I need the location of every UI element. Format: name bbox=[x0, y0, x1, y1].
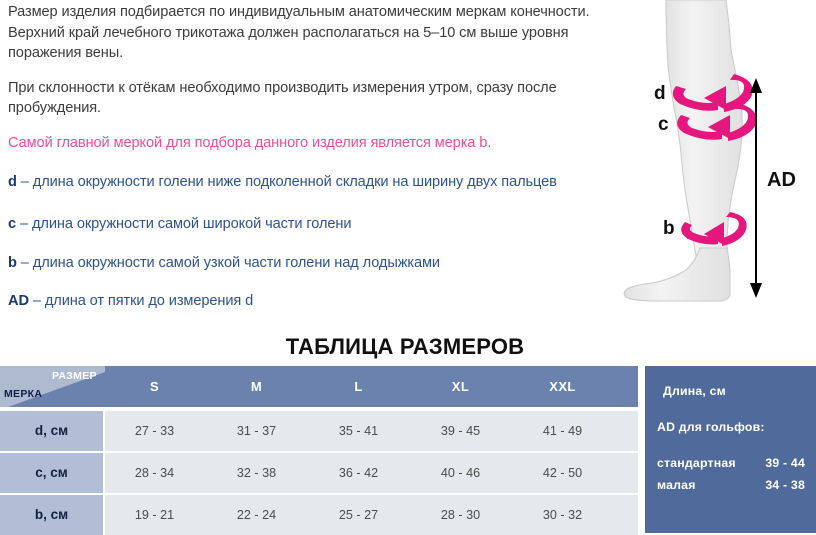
length-panel-title: Длина, см bbox=[663, 384, 726, 398]
column-header-l: L bbox=[354, 379, 363, 394]
leg-measurement-diagram: d c b AD bbox=[600, 0, 816, 330]
table-corner-cell: РАЗМЕР МЕРКА bbox=[0, 366, 105, 407]
length-row-value-standard: 39 - 44 bbox=[765, 456, 805, 470]
text-column: Размер изделия подбирается по индивидуал… bbox=[8, 2, 600, 330]
definition-d: d – длина окружности голени ниже подколе… bbox=[8, 172, 600, 193]
measurement-ring-d-icon bbox=[672, 74, 753, 112]
row-label-d: d, см bbox=[0, 411, 103, 451]
intro-paragraph-2: При склонности к отёкам необходимо произ… bbox=[8, 79, 557, 117]
cell-b-s: 19 - 21 bbox=[134, 508, 175, 522]
definition-c: c – длина окружности самой широкой части… bbox=[8, 214, 600, 235]
cell-b-xl: 28 - 30 bbox=[440, 508, 481, 522]
cell-c-s: 28 - 34 bbox=[134, 466, 175, 480]
measurement-ring-c-icon bbox=[677, 103, 757, 141]
cell-d-s: 27 - 33 bbox=[134, 424, 175, 438]
diagram-label-d: d bbox=[654, 83, 666, 104]
column-header-s: S bbox=[149, 379, 160, 394]
column-header-m: M bbox=[250, 379, 263, 394]
corner-measure-label: МЕРКА bbox=[4, 388, 43, 400]
length-row-name-small: малая bbox=[657, 478, 696, 492]
corner-size-label: РАЗМЕР bbox=[52, 370, 97, 382]
table-row: b, см 19 - 21 22 - 24 25 - 27 28 - 30 30… bbox=[0, 495, 638, 535]
length-info-panel: Длина, см AD для гольфов: стандартная 39… bbox=[645, 366, 816, 533]
definition-dash-c: – bbox=[20, 216, 29, 233]
cell-c-xl: 40 - 46 bbox=[440, 466, 481, 480]
row-label-b: b, см bbox=[0, 495, 103, 535]
row-cell-strip: 28 - 34 32 - 38 36 - 42 40 - 46 42 - 50 bbox=[105, 453, 638, 493]
diagram-label-c: c bbox=[658, 114, 669, 135]
row-cell-strip: 19 - 21 22 - 24 25 - 27 28 - 30 30 - 32 bbox=[105, 495, 638, 535]
column-header-xxl: XXL bbox=[549, 379, 576, 394]
definition-key-c: c bbox=[8, 216, 17, 233]
cell-d-l: 35 - 41 bbox=[338, 424, 379, 438]
diagram-label-b: b bbox=[663, 218, 675, 239]
definition-key-d: d bbox=[8, 173, 17, 190]
info-section: Размер изделия подбирается по индивидуал… bbox=[8, 0, 816, 330]
size-table: РАЗМЕР МЕРКА S M L XL XXL d, см 27 - 33 … bbox=[0, 366, 638, 535]
definition-text-c: длина окружности самой широкой части гол… bbox=[32, 216, 352, 233]
measurement-ring-b-icon bbox=[681, 212, 747, 246]
leg-silhouette bbox=[623, 0, 743, 302]
definition-b: b – длина окружности самой узкой части г… bbox=[8, 253, 600, 274]
definition-key-ad: AD bbox=[8, 293, 29, 310]
row-label-c: с, см bbox=[0, 453, 103, 493]
table-row: с, см 28 - 34 32 - 38 36 - 42 40 - 46 42… bbox=[0, 453, 638, 493]
definition-text-b: длина окружности самой узкой части голен… bbox=[32, 254, 440, 271]
length-row-value-small: 34 - 38 bbox=[765, 478, 805, 492]
definition-dash-b: – bbox=[20, 254, 29, 271]
highlight-note: Самой главной меркой для подбора данного… bbox=[8, 134, 492, 151]
row-cell-strip: 27 - 33 31 - 37 35 - 41 39 - 45 41 - 49 bbox=[105, 411, 638, 451]
corner-diagonal-divider bbox=[0, 366, 105, 407]
table-row: d, см 27 - 33 31 - 37 35 - 41 39 - 45 41… bbox=[0, 411, 638, 451]
cell-d-m: 31 - 37 bbox=[236, 424, 277, 438]
length-row-name-standard: стандартная bbox=[657, 456, 736, 470]
cell-c-xxl: 42 - 50 bbox=[542, 466, 583, 480]
cell-c-l: 36 - 42 bbox=[338, 466, 379, 480]
ad-dimension-arrow-icon bbox=[750, 78, 762, 298]
definition-ad: AD – длина от пятки до измерения d bbox=[8, 291, 600, 312]
definition-text-d: длина окружности голени ниже подколенной… bbox=[32, 173, 557, 190]
cell-b-l: 25 - 27 bbox=[338, 508, 379, 522]
cell-d-xxl: 41 - 49 bbox=[542, 424, 583, 438]
table-header-row: РАЗМЕР МЕРКА S M L XL XXL bbox=[0, 366, 638, 407]
definition-dash-d: – bbox=[20, 173, 29, 190]
cell-b-xxl: 30 - 32 bbox=[542, 508, 583, 522]
cell-d-xl: 39 - 45 bbox=[440, 424, 481, 438]
cell-b-m: 22 - 24 bbox=[236, 508, 277, 522]
column-header-xl: XL bbox=[451, 379, 470, 394]
definition-key-b: b bbox=[8, 254, 17, 271]
intro-paragraph-1: Размер изделия подбирается по индивидуал… bbox=[8, 4, 590, 62]
length-panel-subtitle: AD для гольфов: bbox=[657, 420, 765, 434]
size-table-title: ТАБЛИЦА РАЗМЕРОВ bbox=[285, 334, 525, 359]
cell-c-m: 32 - 38 bbox=[236, 466, 277, 480]
definition-text-ad: длина от пятки до измерения d bbox=[44, 293, 254, 310]
diagram-label-ad: AD bbox=[767, 169, 796, 191]
definition-dash-ad: – bbox=[32, 293, 41, 310]
